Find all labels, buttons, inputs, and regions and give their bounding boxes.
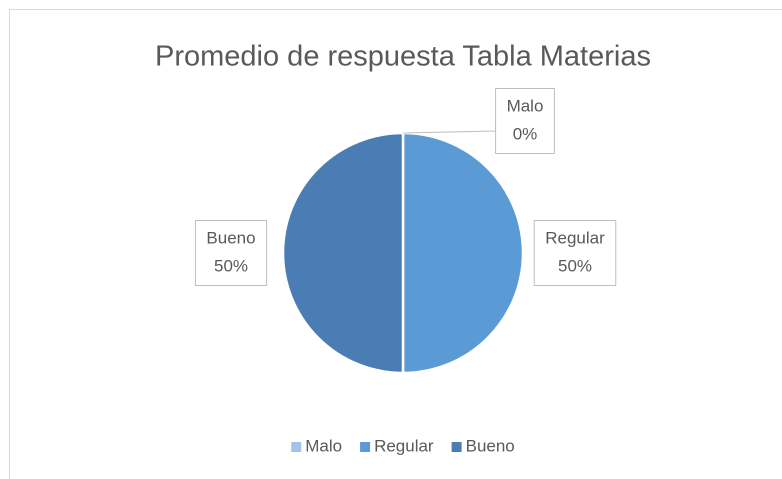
data-label-category: Bueno [206,228,255,247]
legend-swatch [451,442,462,452]
data-label-value: 0% [513,124,538,143]
data-label-value: 50% [558,256,592,275]
legend: Malo Regular Bueno [291,436,515,455]
data-label-value: 50% [214,256,248,275]
data-label-category: Malo [507,96,544,115]
data-label: Regular 50% [533,220,617,286]
legend-label: Regular [374,436,434,455]
legend-label: Malo [305,436,342,455]
pie-slice [401,131,525,375]
pie-slice [281,131,405,375]
leader-line [402,123,497,134]
data-label-category: Regular [545,228,605,247]
legend-swatch [291,442,302,452]
data-label: Bueno 50% [194,220,268,286]
legend-label: Bueno [466,436,515,455]
data-label-box [533,220,617,286]
data-label-box [194,220,268,286]
chart-title: Promedio de respuesta Tabla Materias [155,41,651,73]
data-label-box [495,88,555,154]
data-label: Malo 0% [495,88,555,154]
legend-swatch [360,442,371,452]
